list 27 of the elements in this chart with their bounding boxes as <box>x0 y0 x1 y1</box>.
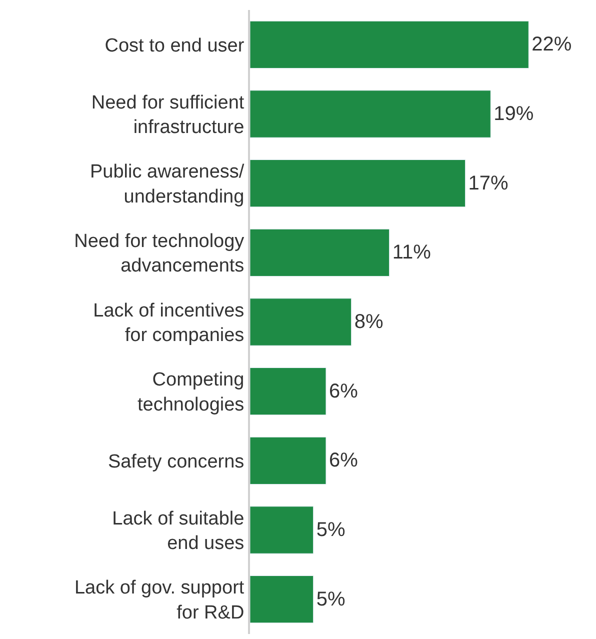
bar <box>250 228 390 276</box>
y-tick-label: Lack of gov. support for R&D <box>74 578 245 624</box>
bar <box>250 368 326 416</box>
data-label: 6% <box>328 380 358 402</box>
bar <box>250 90 491 138</box>
data-label: 19% <box>494 103 534 125</box>
y-tick-label: Need for sufficient infrastructure <box>91 92 245 138</box>
data-label: 17% <box>468 172 509 194</box>
data-label: 8% <box>354 311 384 333</box>
y-tick-label: Need for technology advancements <box>74 230 245 277</box>
bar <box>250 298 352 346</box>
data-label: 22% <box>532 34 572 56</box>
bar <box>250 20 529 68</box>
data-label: 5% <box>316 588 346 610</box>
bar <box>250 506 314 554</box>
bar <box>250 576 314 624</box>
y-tick-label: Cost to end user <box>104 35 245 56</box>
y-tick-label: Safety concerns <box>108 451 244 472</box>
y-tick-label: Competing technologies <box>137 370 244 416</box>
data-label: 5% <box>316 519 346 541</box>
y-tick-label: Public awareness/ understanding <box>90 162 245 208</box>
bar <box>250 436 326 484</box>
data-label: 11% <box>392 242 432 264</box>
y-tick-label: Lack of suitable end uses <box>112 508 244 554</box>
data-label: 6% <box>328 450 358 472</box>
bar <box>250 160 466 208</box>
y-tick-label: Lack of incentives for companies <box>93 300 244 346</box>
